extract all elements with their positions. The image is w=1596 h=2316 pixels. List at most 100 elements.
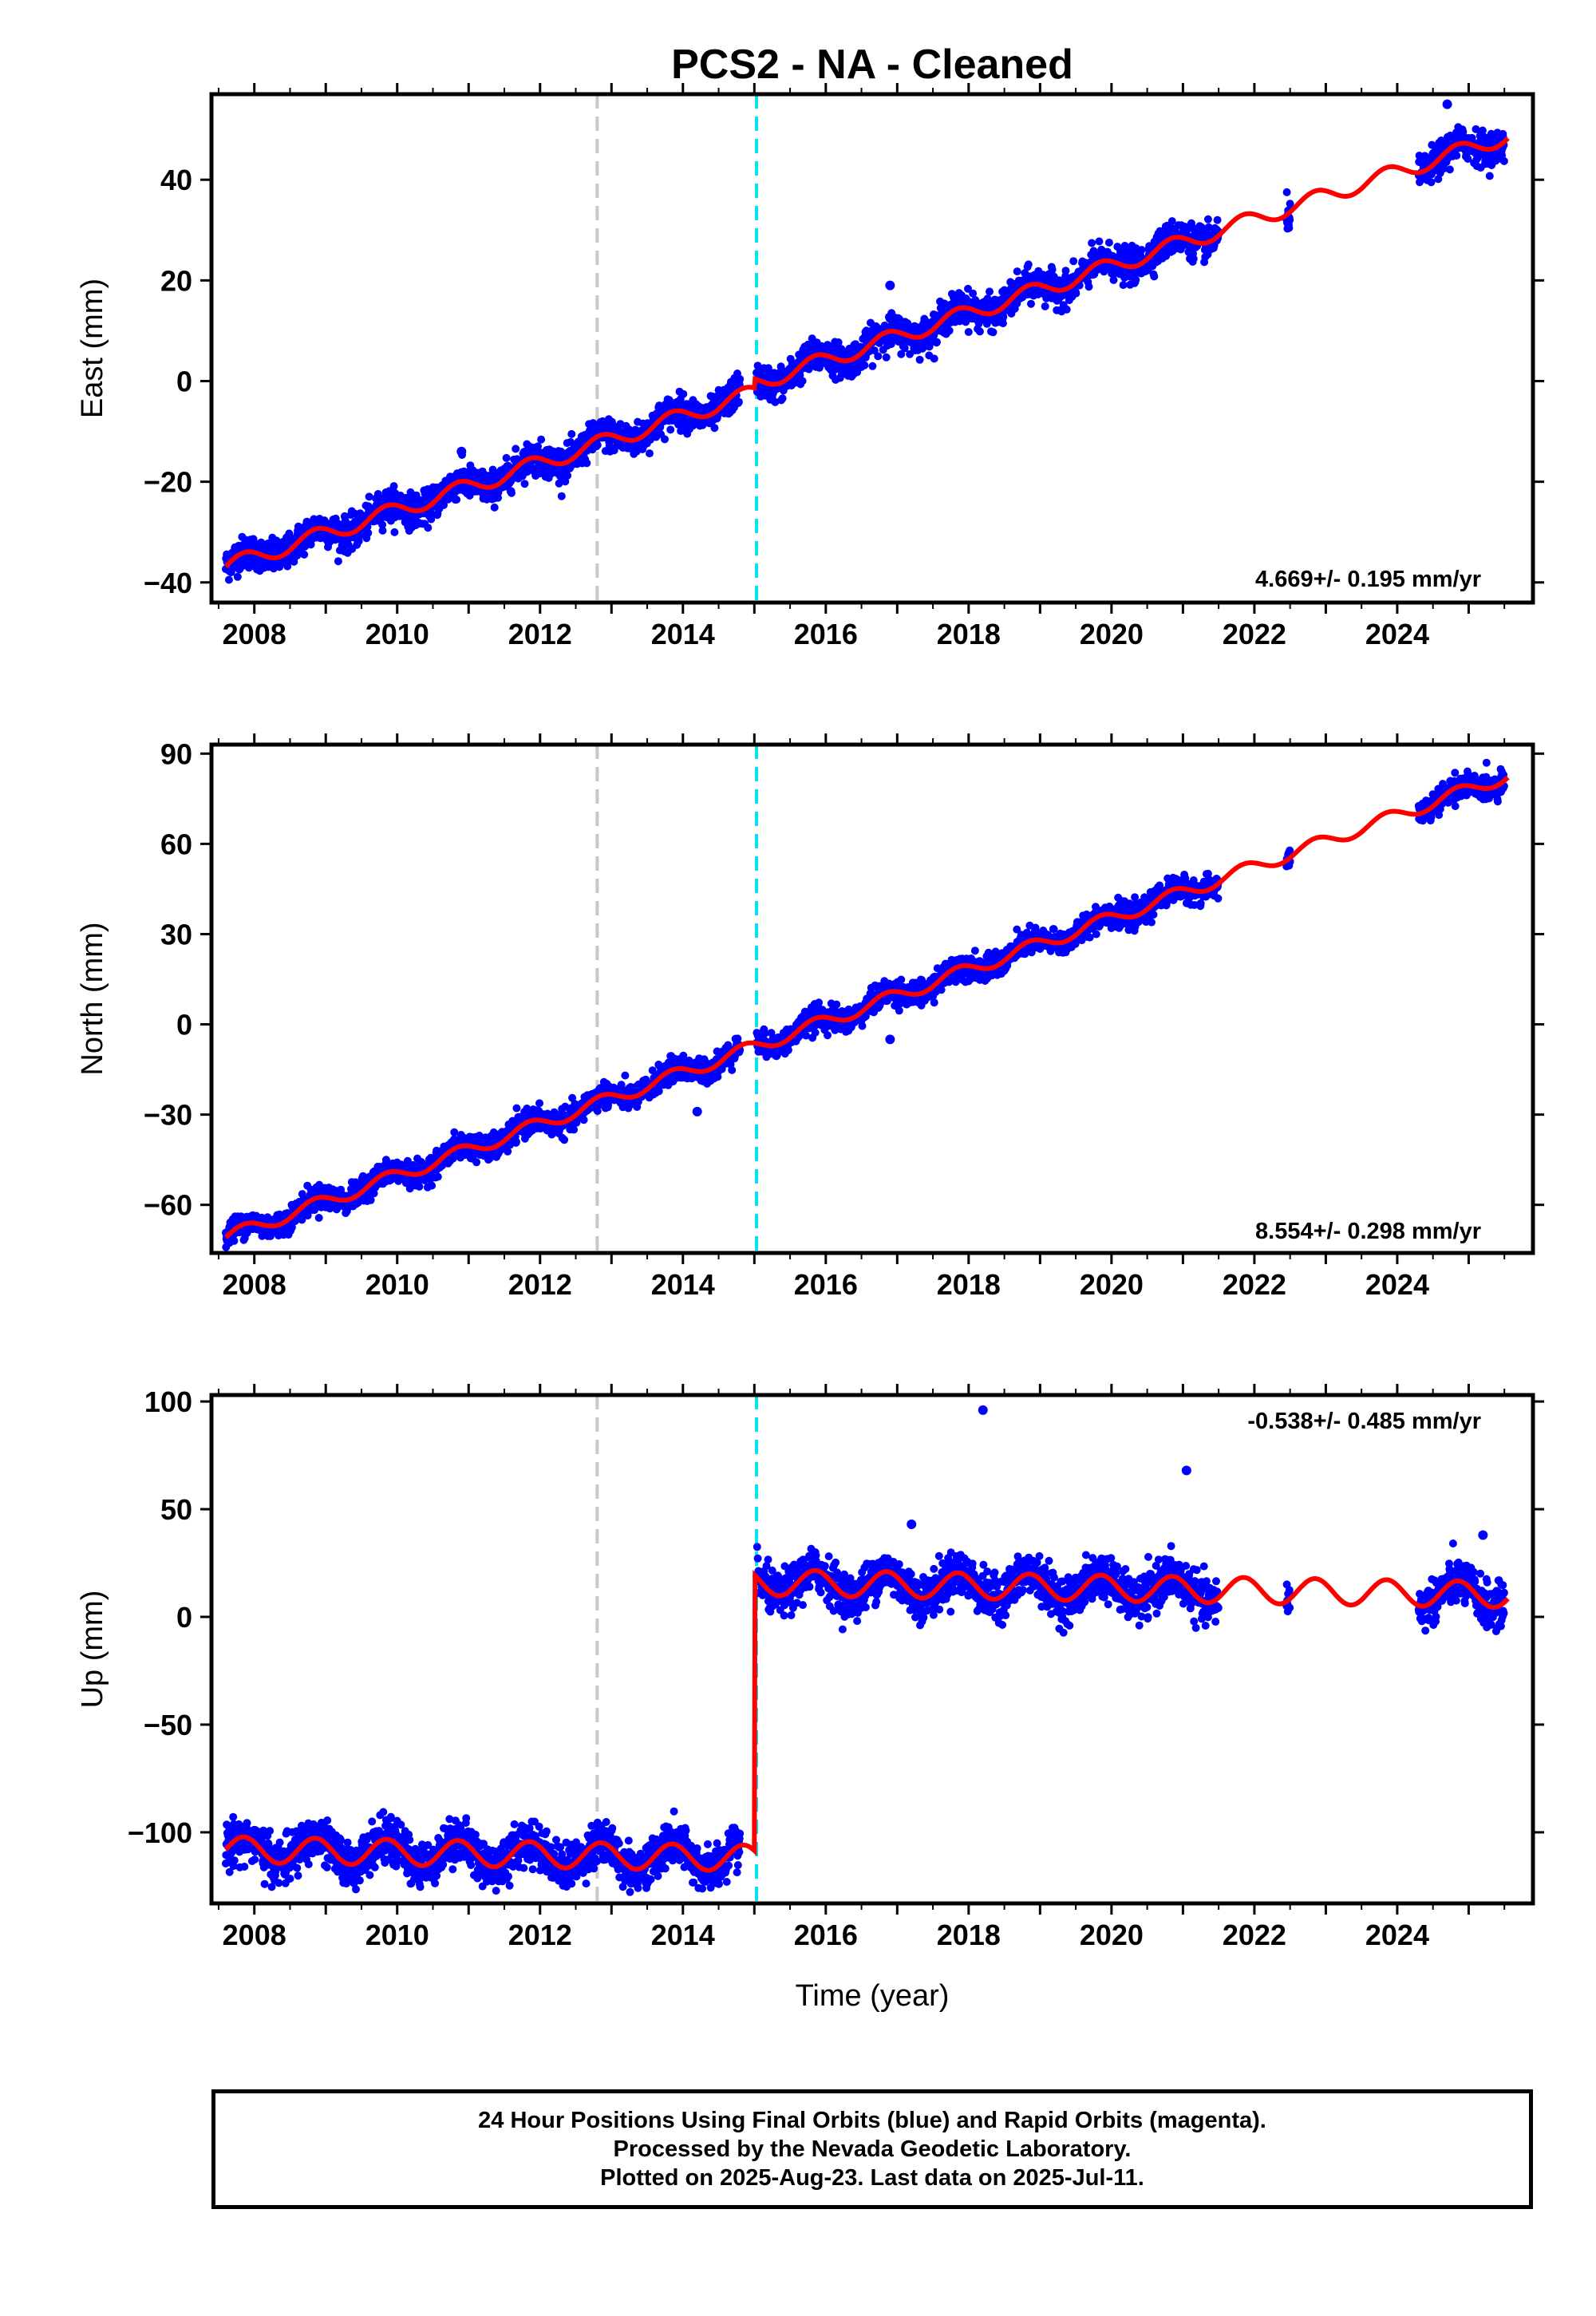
data-point: [834, 338, 843, 346]
y-tick-label: −40: [144, 567, 192, 599]
data-point: [534, 442, 542, 451]
data-point: [555, 479, 563, 488]
data-point: [656, 423, 665, 432]
data-point: [661, 435, 669, 444]
data-point: [771, 397, 780, 406]
y-tick-label: 40: [160, 164, 192, 196]
data-point: [778, 394, 787, 403]
data-point: [1013, 267, 1021, 276]
data-point: [621, 1071, 630, 1080]
data-point: [1119, 281, 1128, 290]
panel-north: 2008 2010 2012 2014 2016 2018 2020 2022 2024−60−…: [76, 733, 1544, 1301]
data-point: [1041, 302, 1049, 310]
data-points: [221, 758, 1508, 1251]
data-point: [1137, 246, 1146, 255]
x-tick-label: 2018: [937, 618, 1001, 650]
data-point: [537, 435, 546, 444]
data-point: [1452, 152, 1461, 160]
data-point: [736, 375, 745, 383]
data-point: [999, 312, 1008, 321]
data-point: [567, 429, 576, 438]
x-tick-label: 2014: [651, 618, 715, 650]
data-point: [364, 528, 373, 537]
data-point: [1084, 283, 1093, 291]
data-point: [1285, 223, 1294, 232]
data-point: [882, 353, 891, 362]
data-point: [798, 377, 807, 385]
data-point: [1203, 215, 1212, 223]
data-point: [300, 550, 309, 559]
data-point: [874, 352, 883, 361]
data-point: [735, 397, 743, 406]
data-point: [915, 355, 924, 364]
data-point: [860, 361, 869, 370]
data-point: [1095, 237, 1104, 246]
data-point: [412, 491, 421, 500]
x-tick-label: 2024: [1365, 618, 1429, 650]
data-point: [964, 328, 973, 336]
data-point: [1445, 165, 1454, 174]
outlier-point: [456, 446, 467, 456]
x-tick-label: 2008: [223, 618, 286, 650]
data-point: [557, 492, 566, 500]
data-point: [666, 425, 675, 434]
data-point: [570, 1125, 579, 1134]
data-point: [1024, 260, 1033, 269]
x-tick-label: 2012: [508, 618, 572, 650]
data-point: [887, 340, 895, 349]
data-point: [1072, 289, 1080, 298]
y-tick-label: −20: [144, 466, 192, 499]
panels: 2008 2010 2012 2014 2016 2018 2020 2022 2024−40−…: [76, 83, 1544, 1951]
data-point: [472, 1158, 481, 1167]
data-point: [998, 319, 1007, 328]
data-point: [1427, 178, 1436, 187]
y-axis-label: East (mm): [76, 279, 109, 418]
data-point: [1069, 257, 1078, 266]
outlier-point: [1442, 99, 1452, 109]
data-point: [1104, 239, 1113, 247]
data-point: [986, 287, 994, 296]
data-point: [930, 354, 938, 363]
data-point: [1088, 239, 1096, 247]
data-point: [1485, 172, 1494, 180]
data-point: [560, 1136, 569, 1144]
data-point: [334, 557, 342, 566]
data-point: [989, 328, 998, 337]
data-point: [945, 326, 954, 335]
data-point: [424, 524, 433, 532]
data-point: [440, 500, 448, 509]
data-point: [1213, 215, 1222, 224]
data-point: [563, 471, 572, 480]
data-point: [900, 344, 909, 353]
data-point: [1150, 272, 1159, 281]
y-tick-label: 20: [160, 264, 192, 297]
data-point: [646, 449, 654, 458]
data-point: [561, 477, 570, 486]
x-tick-label: 2022: [1223, 618, 1286, 650]
data-point: [610, 446, 618, 455]
data-point: [583, 459, 591, 468]
y-tick-label: 0: [176, 365, 192, 397]
velocity-rate-label: 4.669+/- 0.195 mm/yr: [1255, 567, 1481, 592]
data-point: [508, 488, 516, 497]
x-tick-label: 2020: [1080, 618, 1144, 650]
data-point: [679, 389, 688, 398]
data-point: [1499, 156, 1508, 165]
data-point: [1048, 265, 1057, 274]
data-point: [512, 445, 520, 453]
panel-east: 2008 2010 2012 2014 2016 2018 2020 2022 2024−40−…: [76, 83, 1544, 650]
data-point: [1132, 275, 1140, 284]
figure-title: PCS2 - NA - Cleaned: [671, 41, 1073, 88]
data-point: [710, 424, 719, 433]
data-point: [378, 526, 387, 535]
data-point: [535, 1099, 543, 1108]
x-tick-label: 2016: [794, 618, 858, 650]
data-point: [969, 289, 978, 298]
data-point: [428, 1181, 437, 1190]
data-point: [1062, 305, 1071, 314]
data-point: [579, 1116, 588, 1124]
data-point: [1282, 188, 1291, 196]
outlier-point: [885, 280, 895, 290]
data-point: [389, 482, 398, 491]
